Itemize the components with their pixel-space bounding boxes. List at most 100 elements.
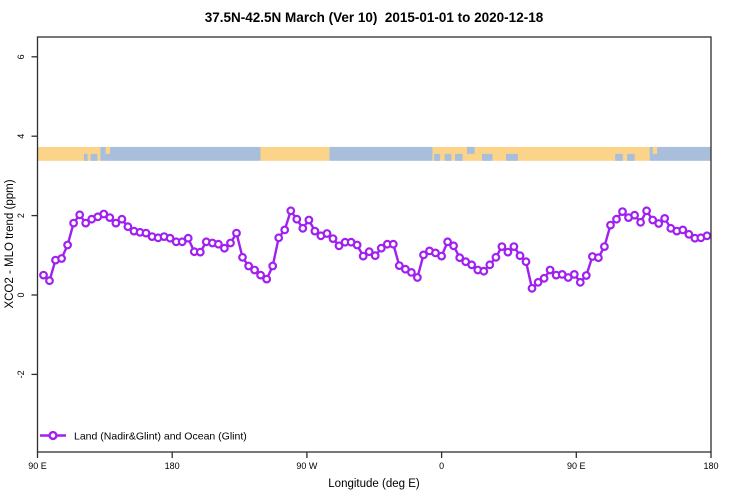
data-point (394, 261, 404, 271)
data-point (660, 213, 670, 223)
data-point (684, 229, 694, 239)
data-point (479, 266, 489, 276)
data-point (606, 220, 615, 230)
land-segment (260, 146, 330, 161)
data-point (575, 277, 585, 287)
data-point (443, 237, 453, 247)
data-series (39, 206, 712, 293)
data-point (648, 215, 658, 225)
data-point (636, 217, 645, 227)
x-tick-label: 90 E (28, 461, 47, 471)
data-point (545, 265, 555, 275)
data-point (485, 260, 495, 270)
data-point (117, 214, 127, 224)
data-point (419, 250, 428, 260)
data-point (280, 225, 290, 235)
ocean-patch (455, 153, 463, 161)
data-point (268, 261, 278, 271)
data-point (642, 206, 651, 216)
data-point (262, 274, 272, 284)
ocean-segment (329, 146, 433, 161)
data-point (539, 273, 549, 283)
data-point (521, 257, 531, 267)
data-point (63, 240, 72, 250)
legend: Land (Nadir&Glint) and Ocean (Glint) (40, 431, 247, 443)
data-point (413, 273, 422, 282)
data-point (328, 234, 338, 244)
data-point (467, 260, 477, 270)
data-point (69, 218, 78, 228)
data-point (533, 277, 543, 287)
data-point (455, 253, 465, 263)
data-point (352, 240, 362, 250)
plot-border (36, 36, 712, 453)
data-point (358, 251, 368, 261)
data-point (376, 243, 386, 253)
x-axis-label: Longitude (deg E) (328, 478, 420, 490)
legend-marker-symbol (48, 430, 58, 441)
data-point (497, 242, 507, 252)
data-point (141, 228, 151, 238)
data-point (702, 231, 712, 241)
data-point (370, 251, 380, 261)
data-point (286, 206, 296, 216)
data-point (334, 241, 344, 251)
data-point (618, 207, 627, 217)
data-point (195, 247, 205, 257)
y-tick-label: 0 (16, 292, 26, 297)
x-axis-ticks: 90 E 180 90 W 0 90 E 180 (28, 452, 719, 471)
y-tick-label: -2 (16, 370, 26, 378)
x-tick-label: 180 (703, 461, 718, 471)
data-point (654, 219, 664, 228)
data-point (491, 252, 501, 262)
ocean-patch (444, 153, 452, 161)
data-point (256, 270, 266, 280)
data-point (81, 218, 91, 228)
chart-title: 37.5N-42.5N March (Ver 10) 2015-01-01 to… (205, 10, 544, 25)
data-point (437, 251, 447, 261)
ocean-patch (615, 153, 623, 161)
data-point (298, 223, 308, 233)
data-point (388, 239, 398, 249)
y-tick-label: 4 (16, 134, 26, 139)
data-point (105, 213, 115, 223)
data-point (292, 214, 302, 224)
data-point (600, 242, 609, 252)
data-point (527, 283, 537, 293)
data-point (612, 214, 621, 224)
legend-label: Land (Nadir&Glint) and Ocean (Glint) (74, 431, 247, 443)
ocean-patch (482, 153, 493, 161)
data-point (177, 237, 187, 247)
data-point (594, 253, 603, 263)
land-patch (105, 146, 111, 154)
x-tick-label: 180 (165, 461, 180, 471)
data-point (244, 261, 254, 271)
land-patch (652, 146, 658, 154)
data-point (509, 242, 519, 252)
data-point (226, 238, 235, 248)
data-point (232, 228, 241, 238)
data-point (45, 276, 54, 286)
data-point (503, 247, 513, 257)
ocean-patch (90, 153, 98, 161)
data-point (630, 210, 639, 220)
data-point (238, 252, 247, 262)
data-point (183, 233, 193, 243)
data-point (111, 218, 121, 228)
y-tick-label: 2 (16, 213, 26, 218)
ocean-patch (505, 153, 518, 161)
data-point (39, 270, 48, 280)
data-point (449, 241, 459, 251)
ocean-segment (649, 146, 711, 161)
data-point (250, 265, 260, 275)
data-point (364, 247, 374, 257)
data-point (304, 215, 314, 225)
data-point (581, 271, 591, 280)
data-point (99, 209, 109, 219)
data-point (515, 251, 525, 261)
data-point (213, 239, 223, 249)
ocean-patch (83, 153, 88, 161)
x-tick-label: 0 (439, 461, 444, 471)
